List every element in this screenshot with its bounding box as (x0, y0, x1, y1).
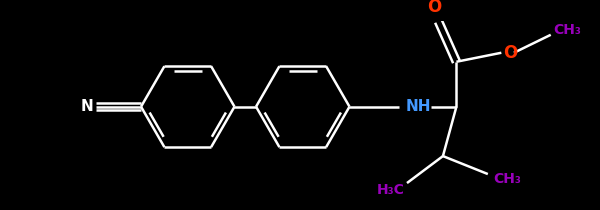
Text: CH₃: CH₃ (494, 172, 521, 186)
Text: O: O (503, 44, 517, 62)
Text: NH: NH (406, 99, 431, 114)
Text: CH₃: CH₃ (553, 23, 581, 37)
Text: N: N (81, 99, 94, 114)
Text: H₃C: H₃C (377, 183, 405, 197)
Text: O: O (427, 0, 441, 16)
